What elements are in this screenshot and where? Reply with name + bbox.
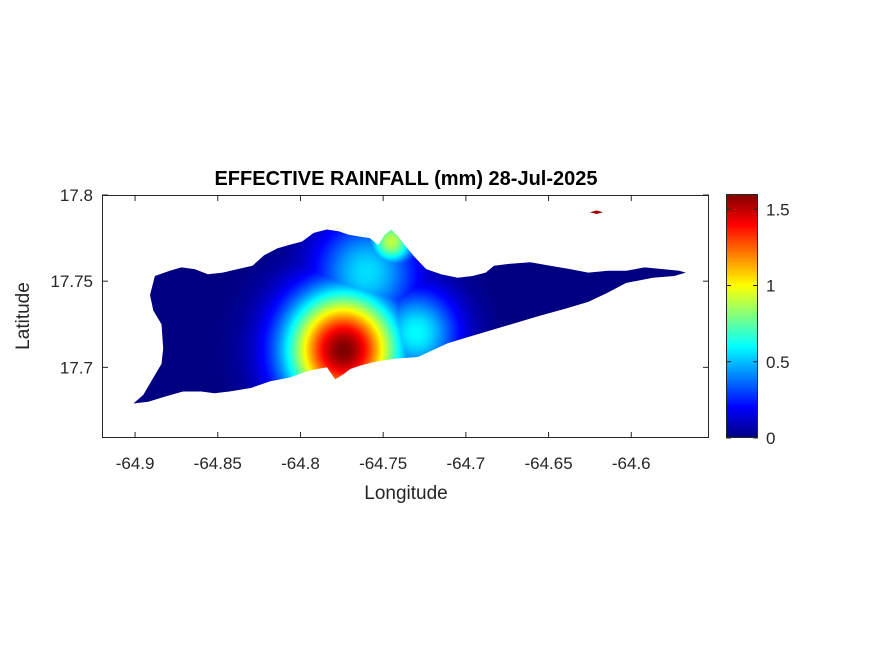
plot-frame xyxy=(102,195,709,438)
colorbar-tick-label: 1 xyxy=(766,277,775,296)
colorbar-frame xyxy=(726,194,758,438)
x-tick-label: -64.65 xyxy=(524,454,572,473)
colorbar-gradient xyxy=(726,194,758,438)
y-tick-label: 17.7 xyxy=(60,358,93,377)
x-tick-label: -64.6 xyxy=(612,454,651,473)
plot-area xyxy=(133,210,686,404)
y-axis-label: Latitude xyxy=(13,282,34,350)
x-axis-label: Longitude xyxy=(364,483,447,504)
y-axis: 17.7 17.75 17.8 xyxy=(50,186,709,377)
y-tick-label: 17.75 xyxy=(50,272,93,291)
colorbar: 0 0.5 1 1.5 xyxy=(726,194,790,448)
colorbar-tick-label: 0.5 xyxy=(766,353,790,372)
colorbar-tick-label: 1.5 xyxy=(766,200,790,219)
x-axis: -64.9 -64.85 -64.8 -64.75 -64.7 -64.65 -64.6 xyxy=(116,195,651,473)
y-tick-label: 17.8 xyxy=(60,186,93,205)
islet-shape xyxy=(589,210,604,214)
rainfall-heatmap xyxy=(133,229,686,404)
colorbar-tick-label: 0 xyxy=(766,429,775,448)
x-tick-label: -64.75 xyxy=(359,454,407,473)
x-tick-label: -64.85 xyxy=(194,454,242,473)
x-tick-label: -64.9 xyxy=(116,454,155,473)
x-tick-label: -64.7 xyxy=(446,454,485,473)
x-tick-label: -64.8 xyxy=(281,454,320,473)
chart-title: EFFECTIVE RAINFALL (mm) 28-Jul-2025 xyxy=(214,168,597,190)
